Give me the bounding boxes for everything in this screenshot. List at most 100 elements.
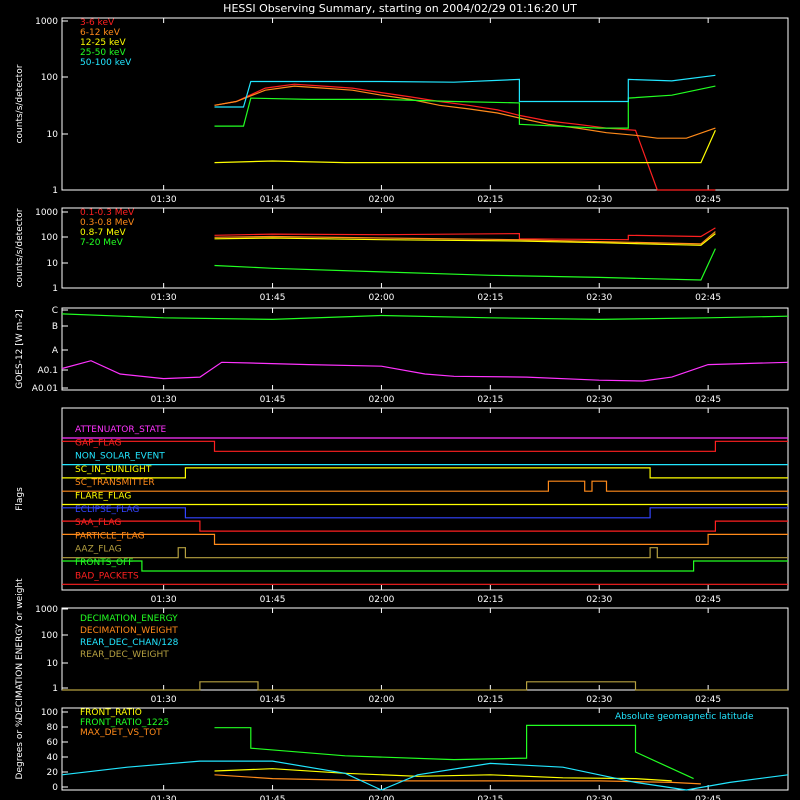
y-tick-label: 1000 (35, 605, 58, 615)
x-tick-label: 01:45 (260, 595, 286, 605)
y-tick-label: 1 (52, 684, 58, 694)
series-50-100-kev (214, 74, 716, 108)
legend-entry: DECIMATION_ENERGY (80, 614, 178, 624)
x-tick-label: 02:30 (586, 293, 612, 303)
y-axis-label: Degrees or % (15, 718, 25, 779)
series-saa-flag (62, 520, 788, 532)
y-axis-label: DECIMATION ENERGY or weight (15, 578, 25, 720)
legend-entry: 6-12 keV (80, 28, 121, 38)
y-tick-label: C (52, 306, 58, 316)
series-front-ratio-1225 (214, 724, 694, 780)
x-tick-label: 01:30 (151, 595, 177, 605)
chart-title: HESSI Observing Summary, starting on 200… (223, 2, 577, 15)
x-tick-label: 01:30 (151, 395, 177, 405)
series-6-12-kev (214, 85, 716, 139)
x-tick-label: 01:30 (151, 195, 177, 205)
y-tick-label: 1 (52, 186, 58, 196)
y-axis-label: Flags (15, 487, 25, 511)
x-tick-label: 02:00 (368, 795, 394, 800)
x-tick-label: 01:45 (260, 195, 286, 205)
legend-entry: ECLIPSE_FLAG (75, 505, 139, 515)
x-tick-label: 01:30 (151, 795, 177, 800)
y-tick-label: 80 (47, 723, 59, 733)
y-axis-label: counts/s/detector (15, 64, 25, 143)
legend-entry: REAR_DEC_CHAN/128 (80, 638, 179, 648)
x-tick-label: 01:45 (260, 695, 286, 705)
legend-entry: 12-25 keV (80, 38, 126, 48)
legend-entry: 3-6 keV (80, 18, 115, 28)
x-tick-label: 02:45 (695, 293, 721, 303)
x-tick-label: 02:00 (368, 695, 394, 705)
series-0-3-0-8-mev (214, 231, 716, 245)
series-0-1-0-3-mev (214, 227, 716, 241)
panel-frame (61, 707, 789, 791)
legend-entry: NON_SOLAR_EVENT (75, 452, 165, 462)
x-tick-label: 01:45 (260, 395, 286, 405)
legend-entry: 7-20 MeV (80, 238, 124, 248)
x-tick-label: 02:45 (695, 595, 721, 605)
legend-entry: 0.1-0.3 MeV (80, 208, 135, 218)
legend-entry: SAA_FLAG (75, 518, 121, 528)
legend-entry: 25-50 keV (80, 48, 126, 58)
y-tick-label: 100 (41, 73, 58, 83)
series-7-20-mev (214, 248, 716, 281)
y-axis-label: counts/s/detector (15, 208, 25, 287)
x-tick-label: 02:30 (586, 395, 612, 405)
series-fronts-off (62, 560, 788, 572)
x-tick-label: 02:30 (586, 795, 612, 800)
legend-entry: Absolute geomagnetic latitude (615, 712, 754, 722)
y-tick-label: 1000 (35, 17, 58, 27)
legend-entry: AAZ_FLAG (75, 545, 122, 555)
x-tick-label: 02:15 (477, 293, 503, 303)
x-tick-label: 02:15 (477, 195, 503, 205)
y-tick-label: 100 (41, 708, 58, 718)
series-aaz-flag (62, 547, 788, 559)
y-tick-label: A0.1 (38, 366, 58, 376)
legend-entry: FLARE_FLAG (75, 492, 131, 502)
y-tick-label: 1 (52, 284, 58, 294)
series-front-ratio (214, 768, 672, 782)
y-tick-label: 10 (47, 130, 59, 140)
x-tick-label: 02:45 (695, 695, 721, 705)
y-tick-label: 10 (47, 659, 59, 669)
y-tick-label: 20 (47, 768, 59, 778)
x-tick-label: 01:45 (260, 293, 286, 303)
panel-frame (61, 307, 789, 391)
series-line (61, 360, 789, 382)
legend-entry: FRONT_RATIO_1225 (80, 718, 169, 728)
x-tick-label: 01:45 (260, 795, 286, 800)
series-max-det-vs-tot (214, 774, 701, 785)
series-12-25-kev (214, 130, 716, 164)
x-tick-label: 02:30 (586, 195, 612, 205)
series-sc-transmitter (62, 480, 788, 492)
series-line (61, 313, 789, 321)
panel-frame (61, 17, 789, 191)
legend-entry: BAD_PACKETS (75, 571, 139, 581)
series-0-8-7-mev (214, 233, 716, 246)
x-tick-label: 02:30 (586, 595, 612, 605)
series-particle-flag (62, 533, 788, 546)
series-gap-flag (62, 440, 788, 452)
x-tick-label: 02:15 (477, 795, 503, 800)
y-tick-label: A (52, 346, 59, 356)
x-tick-label: 02:00 (368, 195, 394, 205)
legend-entry: ATTENUATOR_STATE (75, 425, 167, 435)
x-tick-label: 02:00 (368, 293, 394, 303)
legend-entry: DECIMATION_WEIGHT (80, 626, 178, 636)
x-tick-label: 02:00 (368, 395, 394, 405)
x-tick-label: 02:30 (586, 695, 612, 705)
legend-entry: MAX_DET_VS_TOT (80, 728, 162, 738)
y-tick-label: 60 (47, 738, 59, 748)
y-tick-label: 100 (41, 233, 58, 243)
legend-entry: PARTICLE_FLAG (75, 531, 145, 541)
series-rear-dec-weight (62, 681, 788, 691)
x-tick-label: 02:15 (477, 595, 503, 605)
legend-entry: 0.8-7 MeV (80, 228, 126, 238)
x-tick-label: 02:15 (477, 695, 503, 705)
y-tick-label: 10 (47, 259, 59, 269)
x-tick-label: 01:30 (151, 293, 177, 303)
legend-entry: SC_TRANSMITTER (75, 478, 155, 488)
y-tick-label: A0.01 (32, 384, 58, 394)
